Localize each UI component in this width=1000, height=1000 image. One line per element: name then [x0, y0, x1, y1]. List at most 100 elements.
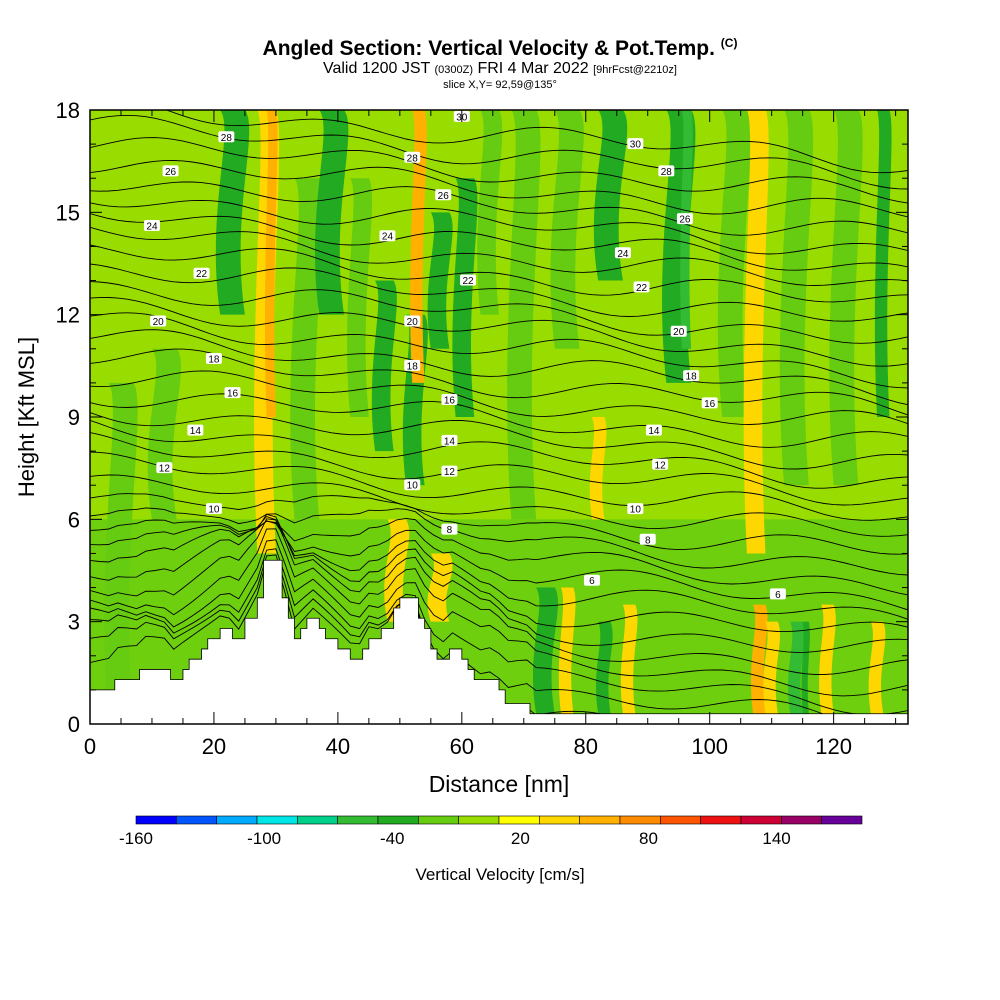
contour-label: 8	[441, 523, 458, 536]
theta-contour	[90, 518, 908, 653]
velocity-band	[589, 417, 607, 520]
svg-text:20: 20	[407, 317, 419, 328]
x-tick-label: 100	[691, 734, 728, 759]
theta-contour	[90, 432, 908, 506]
svg-text:8: 8	[447, 525, 453, 536]
colorbar-tick-label: -100	[247, 829, 281, 848]
velocity-band	[620, 604, 638, 714]
svg-text:20: 20	[673, 327, 685, 338]
svg-text:22: 22	[196, 269, 208, 280]
colorbar: -160 -100 -40 20 80 140	[119, 815, 863, 848]
contour-label: 10	[205, 503, 222, 516]
velocity-band	[147, 348, 182, 520]
velocity-band	[384, 519, 410, 622]
theta-contour	[90, 515, 908, 620]
theta-contour	[90, 244, 908, 303]
svg-text:6: 6	[775, 590, 781, 601]
colorbar-swatch	[579, 815, 621, 825]
theta-contour	[90, 370, 908, 425]
contour-label: 26	[435, 189, 452, 202]
y-axis-label: Height [Kft MSL]	[14, 337, 39, 497]
svg-text:20: 20	[153, 317, 165, 328]
colorbar-swatch	[216, 815, 258, 825]
theta-contour	[90, 451, 908, 521]
svg-text:18: 18	[686, 372, 698, 383]
contour-label: 24	[614, 247, 631, 260]
contour-label: 30	[627, 138, 644, 151]
contour-label: 28	[218, 131, 235, 144]
velocity-band	[868, 621, 886, 714]
colorbar-tick-label: -40	[380, 829, 405, 848]
velocity-band	[743, 110, 769, 554]
colorbar-swatch	[458, 815, 500, 825]
x-tick-label: 120	[815, 734, 852, 759]
theta-contour	[90, 513, 908, 633]
contour-label: 22	[460, 274, 477, 287]
colorbar-swatch	[297, 815, 338, 825]
svg-text:16: 16	[704, 399, 716, 410]
colorbar-swatch	[619, 815, 661, 825]
velocity-band	[215, 110, 250, 315]
svg-text:10: 10	[630, 505, 642, 516]
x-tick-label: 60	[450, 734, 474, 759]
colorbar-swatch	[176, 815, 217, 825]
theta-contour	[90, 412, 908, 470]
theta-contour	[90, 297, 908, 367]
y-tick-label: 0	[68, 712, 80, 737]
contour-label: 22	[633, 281, 650, 294]
colorbar-tick-label: 140	[762, 829, 790, 848]
theta-contour	[90, 528, 908, 675]
contour-label: 18	[404, 359, 421, 372]
velocity-band	[427, 212, 453, 349]
contour-label: 26	[162, 165, 179, 178]
contour-label: 20	[150, 315, 167, 328]
contour-label: 18	[683, 370, 700, 383]
contour-label: 6	[583, 574, 600, 587]
contour-label: 14	[645, 424, 662, 437]
contour-label: 26	[676, 213, 693, 226]
theta-contour	[90, 548, 908, 716]
velocity-band	[779, 110, 814, 486]
chart-title: Angled Section: Vertical Velocity & Pot.…	[262, 36, 738, 60]
velocity-band	[347, 178, 373, 417]
x-axis-label: Distance [nm]	[429, 771, 570, 797]
contour-label: 16	[224, 387, 241, 400]
colorbar-swatch	[539, 815, 580, 825]
svg-text:28: 28	[407, 153, 419, 164]
svg-text:10: 10	[407, 481, 419, 492]
contour-label: 12	[652, 458, 669, 471]
velocity-band	[452, 178, 478, 417]
contour-label: 18	[205, 353, 222, 366]
svg-text:28: 28	[661, 167, 673, 178]
svg-text:16: 16	[227, 389, 239, 400]
svg-text:26: 26	[165, 167, 177, 178]
theta-contour	[90, 474, 908, 537]
velocity-band	[593, 110, 628, 281]
theta-contour	[90, 213, 908, 271]
contour-label: 14	[187, 424, 204, 437]
svg-text:14: 14	[444, 436, 456, 447]
velocity-band	[265, 110, 278, 417]
y-tick-label: 15	[56, 200, 80, 225]
contour-label: 22	[193, 267, 210, 280]
velocity-band	[410, 110, 427, 383]
svg-text:26: 26	[438, 191, 450, 202]
colorbar-swatch	[700, 815, 742, 825]
theta-contour	[90, 507, 908, 576]
svg-text:8: 8	[645, 535, 651, 546]
velocity-band	[558, 587, 576, 714]
colorbar-swatch	[660, 815, 701, 825]
svg-text:12: 12	[655, 460, 667, 471]
velocity-band	[314, 110, 349, 315]
colorbar-swatch	[781, 815, 822, 825]
svg-text:24: 24	[146, 221, 158, 232]
contour-label: 28	[404, 151, 421, 164]
contour-label: 10	[404, 479, 421, 492]
velocity-band	[532, 587, 558, 714]
contour-labels: 6 6 8 8 10 10 10 12 12 12 14 14 14 16 16 16 18 18 18 20 20 20…	[143, 110, 786, 601]
svg-text:28: 28	[221, 133, 233, 144]
contour-label: 12	[441, 465, 458, 478]
colorbar-swatch	[740, 815, 782, 825]
theta-contour	[90, 312, 908, 389]
colorbar-tick-label: -160	[119, 829, 153, 848]
